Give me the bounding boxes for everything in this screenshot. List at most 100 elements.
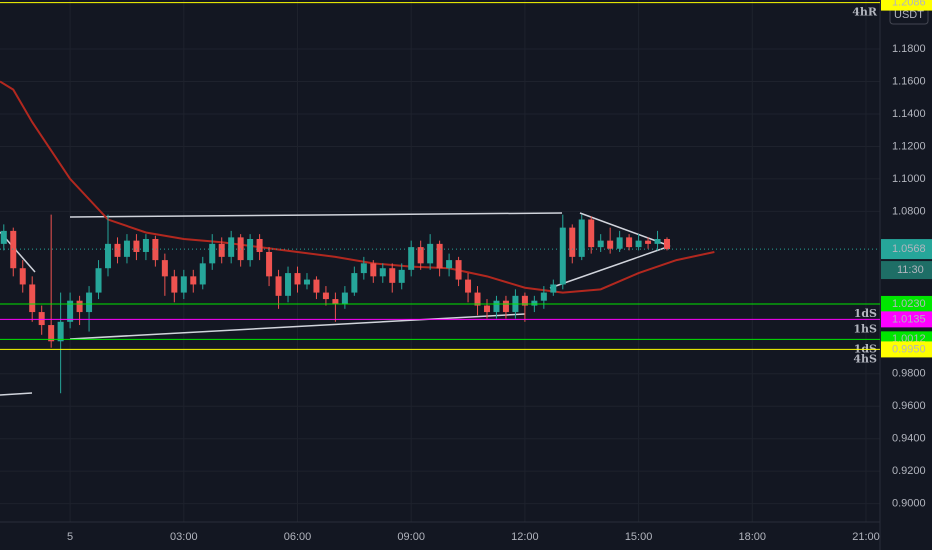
candle-body [398, 269, 405, 283]
candle-body [664, 238, 671, 250]
level-name: 1dS [854, 307, 877, 320]
level-box [881, 0, 932, 11]
level-label: 0.9950 [892, 343, 926, 355]
x-tick-label: 06:00 [284, 531, 312, 543]
level-box [881, 341, 932, 358]
level-label: 1.2086 [892, 0, 926, 9]
candle-body [493, 300, 500, 313]
trend-line [69, 212, 563, 218]
candle-body [266, 251, 273, 277]
y-tick-label: 0.9000 [892, 498, 926, 510]
level-label: 1.0135 [892, 313, 926, 325]
level-name: 4hR [852, 6, 878, 19]
candle-body [654, 238, 661, 244]
candle-body [597, 240, 604, 248]
candle-body [588, 219, 595, 248]
x-tick-label: 21:00 [852, 531, 880, 543]
candle-body [645, 240, 652, 244]
candle-body [360, 263, 367, 274]
trend-line [69, 313, 526, 340]
candle-body [436, 243, 443, 269]
trend-line [0, 392, 33, 396]
candle-body [190, 276, 197, 285]
candle-body [455, 260, 462, 280]
candle-body [322, 292, 329, 300]
trend-line [549, 245, 671, 289]
candle-body [531, 300, 538, 306]
y-tick-label: 0.9400 [892, 433, 926, 445]
candle-body [256, 238, 263, 252]
candle-body [616, 237, 623, 249]
candle-body [417, 247, 424, 264]
candle-body [626, 237, 633, 248]
countdown-box [881, 261, 932, 280]
level-name: 1hS [853, 322, 877, 335]
candle-body [29, 284, 36, 313]
candle-body [275, 276, 282, 296]
x-tick-label: 15:00 [625, 531, 653, 543]
candle-body [209, 243, 216, 264]
candle-body [19, 268, 26, 285]
candle-body [635, 240, 642, 248]
x-tick-label: 12:00 [511, 531, 539, 543]
candle-body [578, 219, 585, 257]
candle-body [446, 260, 453, 269]
candle-body [303, 279, 310, 285]
candle-body [180, 276, 187, 293]
candle-body [199, 263, 206, 285]
candle-body [370, 263, 377, 277]
candle-body [86, 292, 93, 313]
candle-body [228, 237, 235, 257]
x-tick-label: 03:00 [170, 531, 198, 543]
last-price: 1.0568 [892, 243, 926, 255]
candle-body [76, 300, 83, 313]
candle-body [550, 284, 557, 293]
candle-body [38, 312, 45, 326]
y-tick-label: 0.9600 [892, 400, 926, 412]
candle-body [474, 292, 481, 306]
candle-body [465, 279, 472, 293]
candle-body [0, 230, 7, 244]
candle-body [123, 240, 130, 257]
y-tick-label: 1.1200 [892, 140, 926, 152]
candle-body [67, 300, 74, 322]
candle-body [389, 268, 396, 283]
countdown: 11:30 [897, 264, 924, 276]
grid [0, 0, 880, 522]
level-name: 4hS [853, 352, 877, 365]
y-tick-label: 0.9200 [892, 465, 926, 477]
candle-body [105, 243, 112, 269]
candle-body [114, 243, 121, 257]
candle-body [142, 238, 149, 252]
y-tick-label: 0.9800 [892, 368, 926, 380]
candle-body [294, 273, 301, 285]
y-tick-label: 1.1800 [892, 43, 926, 55]
moving-average [0, 80, 715, 294]
candle-body [483, 305, 490, 313]
y-tick-label: 1.1600 [892, 75, 926, 87]
candle-body [379, 268, 386, 277]
currency: USDT [894, 9, 924, 21]
candle-body [408, 247, 415, 270]
level-name: 1dS [854, 342, 877, 355]
last-price-box [881, 239, 932, 260]
candle-body [133, 240, 140, 252]
candle-body [351, 273, 358, 293]
candle-body [607, 240, 614, 249]
candle-body [540, 292, 547, 301]
candle-body [285, 273, 292, 296]
level-box [881, 295, 932, 312]
candle-body [313, 279, 320, 293]
candle-body [95, 268, 102, 293]
candle-body [247, 238, 254, 261]
candle-body [569, 227, 576, 257]
candle-body [521, 295, 528, 306]
x-tick-label: 09:00 [397, 531, 425, 543]
level-label: 1.0230 [892, 298, 926, 310]
y-tick-label: 1.0800 [892, 205, 926, 217]
candle-body [332, 299, 339, 304]
y-tick-label: 1.1400 [892, 108, 926, 120]
